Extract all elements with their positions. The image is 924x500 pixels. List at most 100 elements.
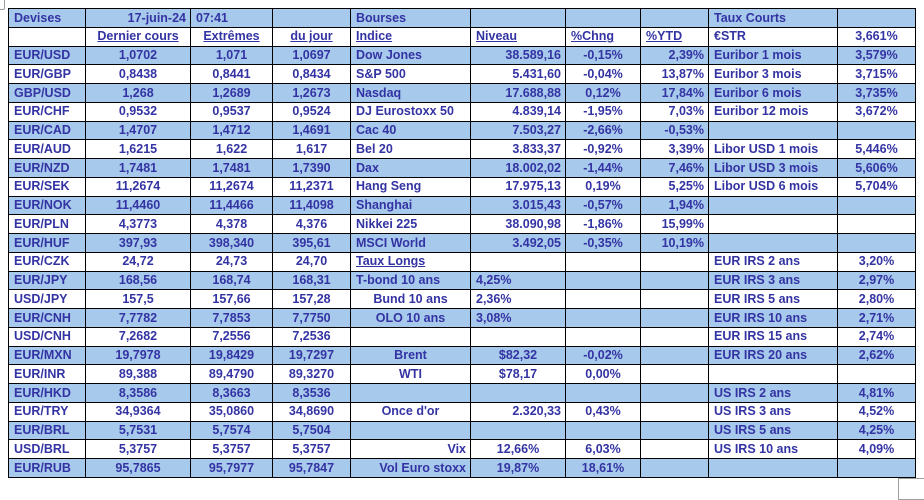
dujour-cell[interactable]: 11,4098 xyxy=(272,195,351,216)
chng-cell[interactable]: 0,19% xyxy=(565,176,641,197)
chng-cell[interactable] xyxy=(565,383,641,403)
index-name-cell[interactable]: T-bond 10 ans xyxy=(350,270,471,291)
chng-cell[interactable]: 18,61% xyxy=(565,458,641,478)
level-cell[interactable]: 17.688,88 xyxy=(470,83,566,103)
rate-name-cell[interactable] xyxy=(708,458,838,478)
level-cell[interactable]: 2.320,33 xyxy=(470,401,566,422)
dujour-cell[interactable]: 24,70 xyxy=(272,251,351,272)
level-cell[interactable] xyxy=(470,326,566,347)
last-price-cell[interactable]: 5,3757 xyxy=(85,439,191,459)
ytd-cell[interactable] xyxy=(640,8,709,28)
rate-value-cell[interactable]: 3,661% xyxy=(837,26,916,47)
dujour-cell[interactable]: 95,7847 xyxy=(272,458,351,478)
rate-value-cell[interactable]: 5,446% xyxy=(837,139,916,159)
ytd-cell[interactable] xyxy=(640,439,709,459)
chng-cell[interactable] xyxy=(565,8,641,28)
index-name-cell[interactable]: Hang Seng xyxy=(350,176,471,197)
level-cell[interactable] xyxy=(470,383,566,403)
rate-name-cell[interactable]: EUR IRS 20 ans xyxy=(708,345,838,366)
ytd-cell[interactable]: 13,87% xyxy=(640,64,709,84)
ytd-cell[interactable] xyxy=(640,251,709,272)
extremes-cell[interactable]: 1,622 xyxy=(190,139,273,159)
level-cell[interactable]: 3.015,43 xyxy=(470,195,566,216)
index-name-cell[interactable]: Bel 20 xyxy=(350,139,471,159)
level-cell[interactable] xyxy=(470,251,566,272)
last-price-cell[interactable]: 1,6215 xyxy=(85,139,191,159)
index-name-cell[interactable]: MSCI World xyxy=(350,233,471,253)
ytd-cell[interactable] xyxy=(640,364,709,384)
dujour-cell[interactable]: 395,61 xyxy=(272,233,351,253)
level-cell[interactable]: 4.839,14 xyxy=(470,101,566,122)
extremes-cell[interactable]: 4,378 xyxy=(190,214,273,234)
extremes-cell[interactable]: 07:41 xyxy=(190,8,273,28)
rate-value-cell[interactable]: 4,52% xyxy=(837,401,916,422)
pair-cell[interactable]: EUR/RUB xyxy=(8,458,86,478)
pair-cell[interactable]: EUR/AUD xyxy=(8,139,86,159)
last-price-cell[interactable]: 19,7978 xyxy=(85,345,191,366)
last-price-cell[interactable]: 1,7481 xyxy=(85,158,191,178)
last-price-cell[interactable]: 24,72 xyxy=(85,251,191,272)
extremes-cell[interactable]: 0,8441 xyxy=(190,64,273,84)
dujour-cell[interactable]: 157,28 xyxy=(272,289,351,309)
dujour-cell[interactable]: 1,617 xyxy=(272,139,351,159)
rate-value-cell[interactable]: 4,81% xyxy=(837,383,916,403)
ytd-cell[interactable]: 3,39% xyxy=(640,139,709,159)
rate-name-cell[interactable]: Taux Courts xyxy=(708,8,838,28)
chng-cell[interactable]: 0,00% xyxy=(565,364,641,384)
rate-name-cell[interactable]: €STR xyxy=(708,26,838,47)
extremes-cell[interactable]: 398,340 xyxy=(190,233,273,253)
extremes-cell[interactable]: 1,7481 xyxy=(190,158,273,178)
index-name-cell[interactable]: S&P 500 xyxy=(350,64,471,84)
extremes-cell[interactable]: 7,2556 xyxy=(190,326,273,347)
dujour-cell[interactable]: du jour xyxy=(272,26,351,47)
extremes-cell[interactable]: 35,0860 xyxy=(190,401,273,422)
level-cell[interactable]: 7.503,27 xyxy=(470,120,566,141)
pair-cell[interactable]: EUR/NOK xyxy=(8,195,86,216)
ytd-cell[interactable]: 10,19% xyxy=(640,233,709,253)
pair-cell[interactable] xyxy=(8,26,86,47)
level-cell[interactable]: 19,87% xyxy=(470,458,566,478)
ytd-cell[interactable] xyxy=(640,458,709,478)
pair-cell[interactable]: EUR/NZD xyxy=(8,158,86,178)
dujour-cell[interactable]: 5,3757 xyxy=(272,439,351,459)
dujour-cell[interactable]: 0,9524 xyxy=(272,101,351,122)
chng-cell[interactable]: -0,92% xyxy=(565,139,641,159)
index-name-cell[interactable]: Dax xyxy=(350,158,471,178)
extremes-cell[interactable]: 11,4466 xyxy=(190,195,273,216)
chng-cell[interactable] xyxy=(565,270,641,291)
rate-name-cell[interactable]: US IRS 2 ans xyxy=(708,383,838,403)
level-cell[interactable] xyxy=(470,420,566,441)
pair-cell[interactable]: USD/CNH xyxy=(8,326,86,347)
ytd-cell[interactable]: 15,99% xyxy=(640,214,709,234)
pair-cell[interactable]: EUR/CHF xyxy=(8,101,86,122)
rate-name-cell[interactable]: EUR IRS 15 ans xyxy=(708,326,838,347)
level-cell[interactable]: 38.090,98 xyxy=(470,214,566,234)
pair-cell[interactable]: EUR/TRY xyxy=(8,401,86,422)
level-cell[interactable] xyxy=(470,8,566,28)
level-cell[interactable]: 3,08% xyxy=(470,308,566,328)
rate-value-cell[interactable] xyxy=(837,458,916,478)
dujour-cell[interactable]: 8,3536 xyxy=(272,383,351,403)
chng-cell[interactable]: 0,12% xyxy=(565,83,641,103)
rate-value-cell[interactable]: 4,25% xyxy=(837,420,916,441)
rate-name-cell[interactable] xyxy=(708,214,838,234)
rate-value-cell[interactable]: 3,735% xyxy=(837,83,916,103)
index-name-cell[interactable]: Vol Euro stoxx xyxy=(350,458,471,478)
index-name-cell[interactable] xyxy=(350,383,471,403)
ytd-cell[interactable] xyxy=(640,345,709,366)
extremes-cell[interactable]: 168,74 xyxy=(190,270,273,291)
ytd-cell[interactable] xyxy=(640,270,709,291)
rate-name-cell[interactable]: Libor USD 6 mois xyxy=(708,176,838,197)
chng-cell[interactable]: -1,95% xyxy=(565,101,641,122)
level-cell[interactable]: 17.975,13 xyxy=(470,176,566,197)
index-name-cell[interactable]: Vix xyxy=(350,439,471,459)
dujour-cell[interactable]: 168,31 xyxy=(272,270,351,291)
pair-cell[interactable]: EUR/GBP xyxy=(8,64,86,84)
extremes-cell[interactable]: 1,071 xyxy=(190,45,273,66)
extremes-cell[interactable]: 24,73 xyxy=(190,251,273,272)
extremes-cell[interactable]: 7,7853 xyxy=(190,308,273,328)
last-price-cell[interactable]: 95,7865 xyxy=(85,458,191,478)
rate-name-cell[interactable]: Euribor 6 mois xyxy=(708,83,838,103)
chng-cell[interactable]: -1,86% xyxy=(565,214,641,234)
index-name-cell[interactable]: Dow Jones xyxy=(350,45,471,66)
